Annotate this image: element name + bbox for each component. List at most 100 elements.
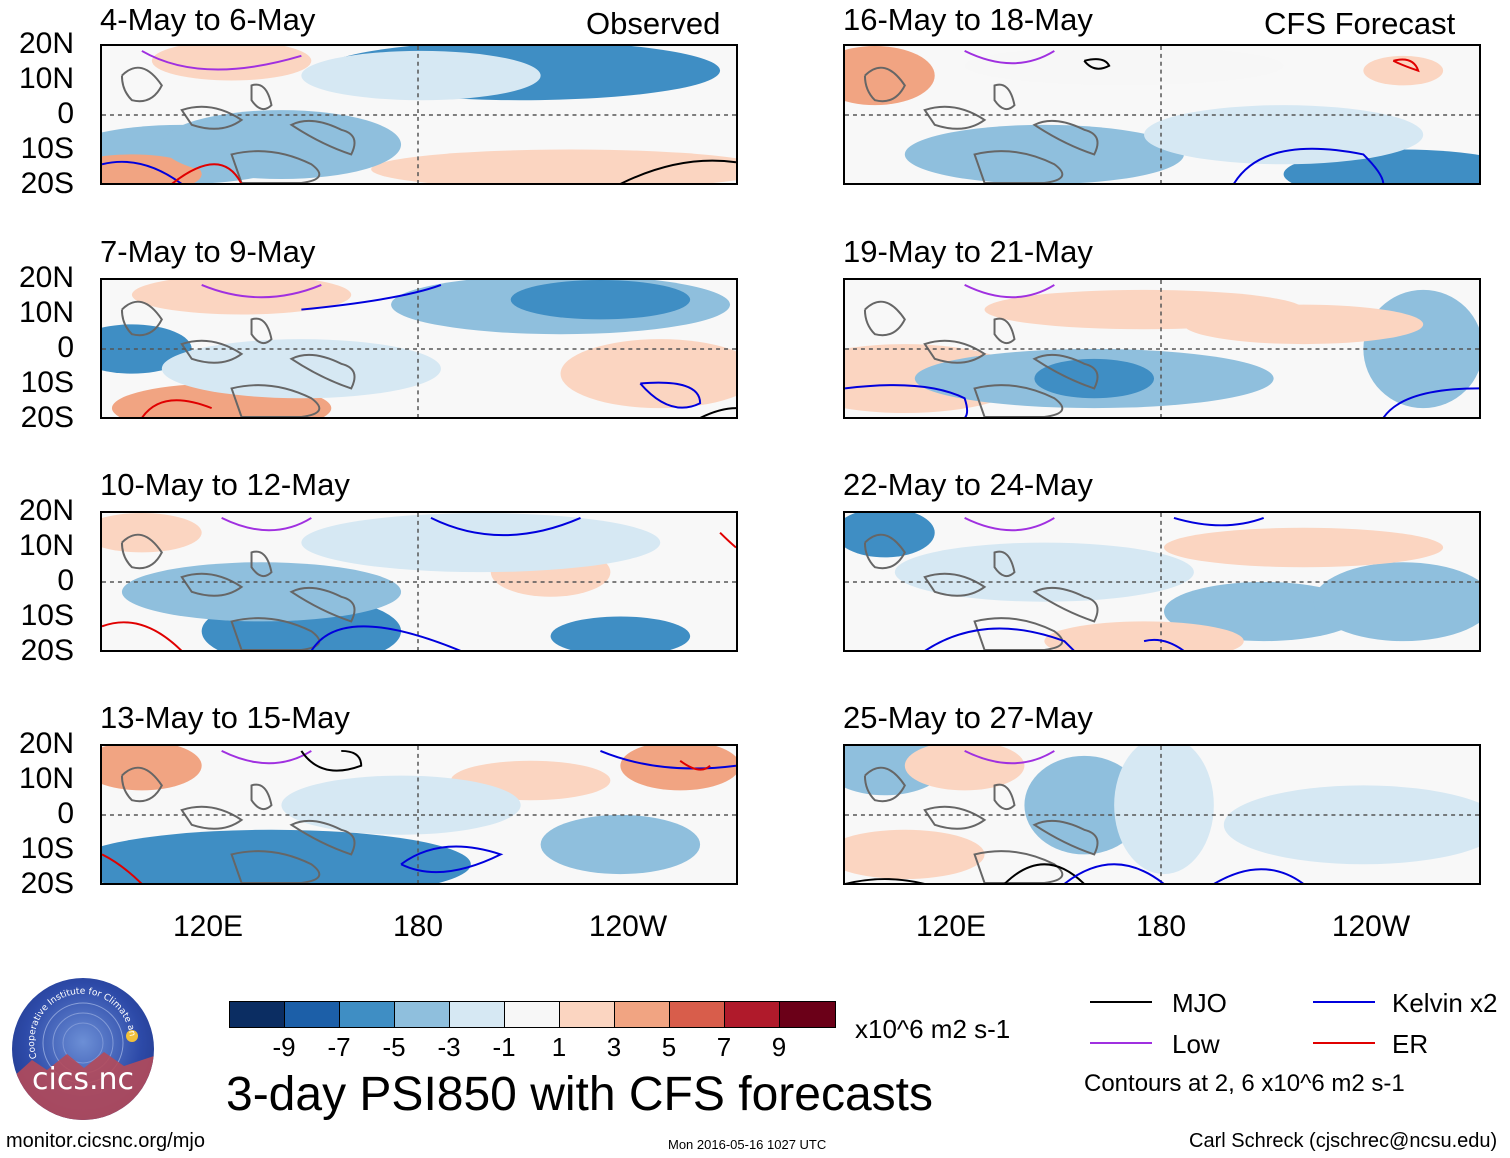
wave-contour	[845, 878, 925, 883]
lat-label: 10S	[20, 599, 74, 632]
map-panel-left-3	[100, 511, 738, 652]
wave-contour	[430, 517, 581, 537]
anomaly-shading	[904, 746, 1025, 791]
cfs-forecast-label: CFS Forecast	[1264, 6, 1456, 41]
map-field	[845, 513, 1479, 650]
wave-contour	[639, 381, 702, 409]
wave-contour	[924, 627, 1075, 650]
wave-contour	[1143, 638, 1185, 650]
colorbar-swatch	[395, 1002, 450, 1027]
anomaly-shading	[301, 513, 661, 573]
map-panel-left-1	[100, 44, 738, 185]
colorbar-tick-label: -3	[437, 1032, 461, 1062]
wave-contour	[102, 621, 183, 650]
panel-title-left-3: 10-May to 12-May	[100, 467, 350, 502]
footer-timestamp: Mon 2016-05-16 1027 UTC	[668, 1137, 827, 1152]
wave-contour	[171, 163, 243, 183]
map-panel-left-2	[100, 278, 738, 419]
logo-name: cics.nc	[32, 1062, 134, 1097]
colorbar-swatch	[340, 1002, 395, 1027]
anomaly-shading	[560, 339, 736, 409]
lat-label: 0	[57, 97, 74, 130]
panel-title-right-1: 16-May to 18-May	[843, 2, 1093, 37]
lon-label-180-right: 180	[1135, 910, 1187, 943]
colorbar-tick-label: -7	[327, 1032, 351, 1062]
coastline	[120, 66, 356, 183]
anomaly-shading	[894, 542, 1194, 602]
anomaly-shading	[904, 124, 1184, 183]
legend-line-er	[1313, 1042, 1375, 1044]
wave-contour	[1213, 868, 1304, 883]
lat-label: 20S	[20, 401, 74, 434]
colorbar-units: x10^6 m2 s-1	[855, 1014, 1011, 1044]
logo-arc-text: Cooperative Institute for Climate and Sa…	[12, 978, 137, 1060]
map-panel-left-4	[100, 744, 738, 885]
anomaly-shading	[1144, 105, 1424, 165]
legend-label-kelvin: Kelvin x2	[1392, 988, 1498, 1018]
wave-contour	[1063, 863, 1165, 883]
colorbar-swatch	[230, 1002, 285, 1027]
anomaly-shading	[845, 513, 935, 558]
svg-text:Cooperative Institute for Clim: Cooperative Institute for Climate and Sa…	[12, 978, 137, 1060]
wave-contour	[600, 750, 736, 770]
anomaly-shading	[301, 50, 541, 101]
map-panel-right-2	[843, 278, 1481, 419]
colorbar-tick-label: -5	[382, 1032, 406, 1062]
wave-contour	[699, 407, 736, 417]
lat-label: 0	[57, 564, 74, 597]
legend-label-mjo: MJO	[1172, 988, 1227, 1018]
wave-contour	[300, 749, 363, 772]
lon-label-120e-right: 120E	[915, 910, 987, 943]
anomaly-shading	[121, 562, 402, 622]
anomaly-shading	[151, 46, 312, 81]
colorbar-swatch	[505, 1002, 560, 1027]
anomaly-shading	[1363, 55, 1444, 86]
wave-contour	[102, 853, 143, 883]
wave-contour	[964, 50, 1055, 65]
lon-label-180-left: 180	[392, 910, 444, 943]
anomaly-shading	[1024, 755, 1145, 855]
coastline	[863, 66, 1099, 183]
map-panel-right-3	[843, 511, 1481, 652]
legend-label-er: ER	[1392, 1029, 1429, 1059]
anomaly-shading	[550, 616, 691, 650]
lat-label: 20S	[20, 634, 74, 667]
footer-author: Carl Schreck (cjschrec@ncsu.edu)	[1189, 1130, 1498, 1152]
colorbar-swatch	[780, 1002, 835, 1027]
wave-contour	[719, 532, 736, 549]
lat-label: 10N	[18, 296, 74, 329]
anomaly-shading	[161, 339, 441, 399]
wave-contour	[102, 160, 183, 183]
anomaly-shading	[964, 46, 1284, 86]
coastline	[120, 766, 356, 883]
map-field	[845, 46, 1479, 183]
coastline	[120, 300, 356, 417]
map-field	[845, 746, 1479, 883]
observed-label: Observed	[586, 6, 721, 41]
lat-label: 20N	[18, 494, 74, 527]
anomaly-shading	[102, 746, 202, 791]
wave-contour	[301, 284, 442, 311]
coastline	[863, 533, 1099, 650]
anomaly-shading	[1163, 527, 1444, 568]
map-field	[102, 746, 736, 883]
colorbar-swatch	[670, 1002, 725, 1027]
lat-label: 10N	[18, 62, 74, 95]
lat-label: 0	[57, 797, 74, 830]
anomaly-shading	[1114, 746, 1214, 875]
legend-line-low	[1090, 1042, 1152, 1044]
colorbar-tick-label: 5	[661, 1032, 677, 1062]
coastline	[120, 533, 356, 650]
colorbar-swatch	[725, 1002, 780, 1027]
wave-contour	[964, 517, 1055, 532]
map-field	[845, 280, 1479, 417]
wave-contour	[310, 625, 462, 650]
legend-line-kelvin	[1313, 1001, 1375, 1003]
map-field	[102, 513, 736, 650]
legend-line-mjo	[1090, 1001, 1152, 1003]
anomaly-shading	[1163, 581, 1364, 642]
panel-title-right-2: 19-May to 21-May	[843, 234, 1093, 269]
wave-contour	[400, 845, 504, 874]
colorbar	[229, 1001, 836, 1028]
wave-contour	[1233, 147, 1385, 183]
